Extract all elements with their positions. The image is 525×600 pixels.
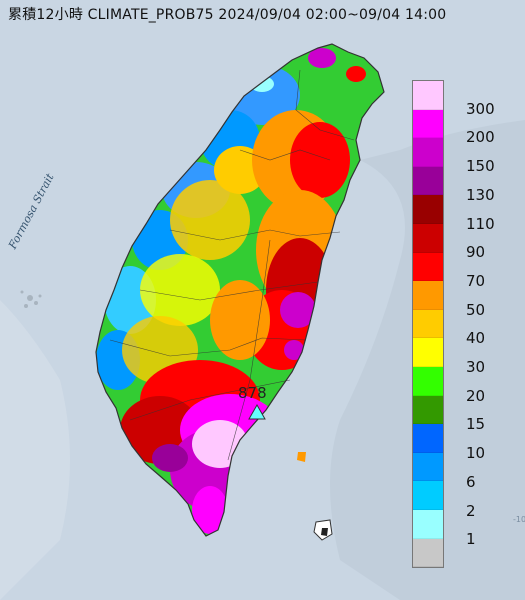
- legend-label: 70: [466, 271, 486, 290]
- legend-label: 150: [466, 157, 495, 176]
- legend-swatch: [413, 509, 443, 539]
- legend-swatch: [413, 395, 443, 425]
- peak-triangle-icon: [248, 404, 266, 420]
- legend-swatch: [413, 309, 443, 339]
- rainfall-legend-labels: 300 200 150 130 110 90 70 50 40 30 20 15 10 6 2 1: [466, 80, 521, 568]
- legend-swatch: [413, 538, 443, 568]
- legend-label: 200: [466, 128, 495, 147]
- max-rainfall-label: 878: [238, 384, 267, 402]
- legend-swatch: [413, 109, 443, 139]
- offshore-tick-label: -10: [513, 515, 525, 524]
- legend-swatch: [413, 138, 443, 167]
- legend-label: 300: [466, 99, 495, 118]
- legend-label: 130: [466, 185, 495, 204]
- legend-label: 40: [466, 329, 486, 348]
- legend-label: 50: [466, 300, 486, 319]
- legend-label: 2: [466, 501, 476, 520]
- rainfall-legend: [412, 80, 444, 568]
- legend-label: 90: [466, 243, 486, 262]
- orchid-island: [313, 519, 333, 541]
- legend-swatch: [413, 223, 443, 253]
- county-boundaries: [109, 69, 355, 461]
- penghu-islands: [20, 290, 42, 308]
- legend-swatch: [413, 166, 443, 196]
- legend-swatch: [413, 366, 443, 396]
- legend-swatch: [413, 424, 443, 453]
- green-island: [297, 452, 306, 462]
- legend-label: 15: [466, 415, 486, 434]
- legend-swatch: [413, 81, 443, 110]
- legend-swatch: [413, 252, 443, 282]
- legend-swatch: [413, 195, 443, 224]
- legend-label: 110: [466, 214, 495, 233]
- legend-swatch: [413, 481, 443, 510]
- legend-swatch: [413, 452, 443, 482]
- sea-relief-west: [0, 300, 70, 600]
- legend-label: 30: [466, 358, 486, 377]
- legend-swatch: [413, 281, 443, 310]
- legend-label: 6: [466, 472, 476, 491]
- legend-label: 20: [466, 386, 486, 405]
- map-title: 累積12小時 CLIMATE_PROB75 2024/09/04 02:00~0…: [8, 7, 447, 23]
- legend-label: 10: [466, 444, 486, 463]
- taiwan-coastline: [95, 43, 385, 537]
- legend-swatch: [413, 338, 443, 367]
- legend-label: 1: [466, 530, 476, 549]
